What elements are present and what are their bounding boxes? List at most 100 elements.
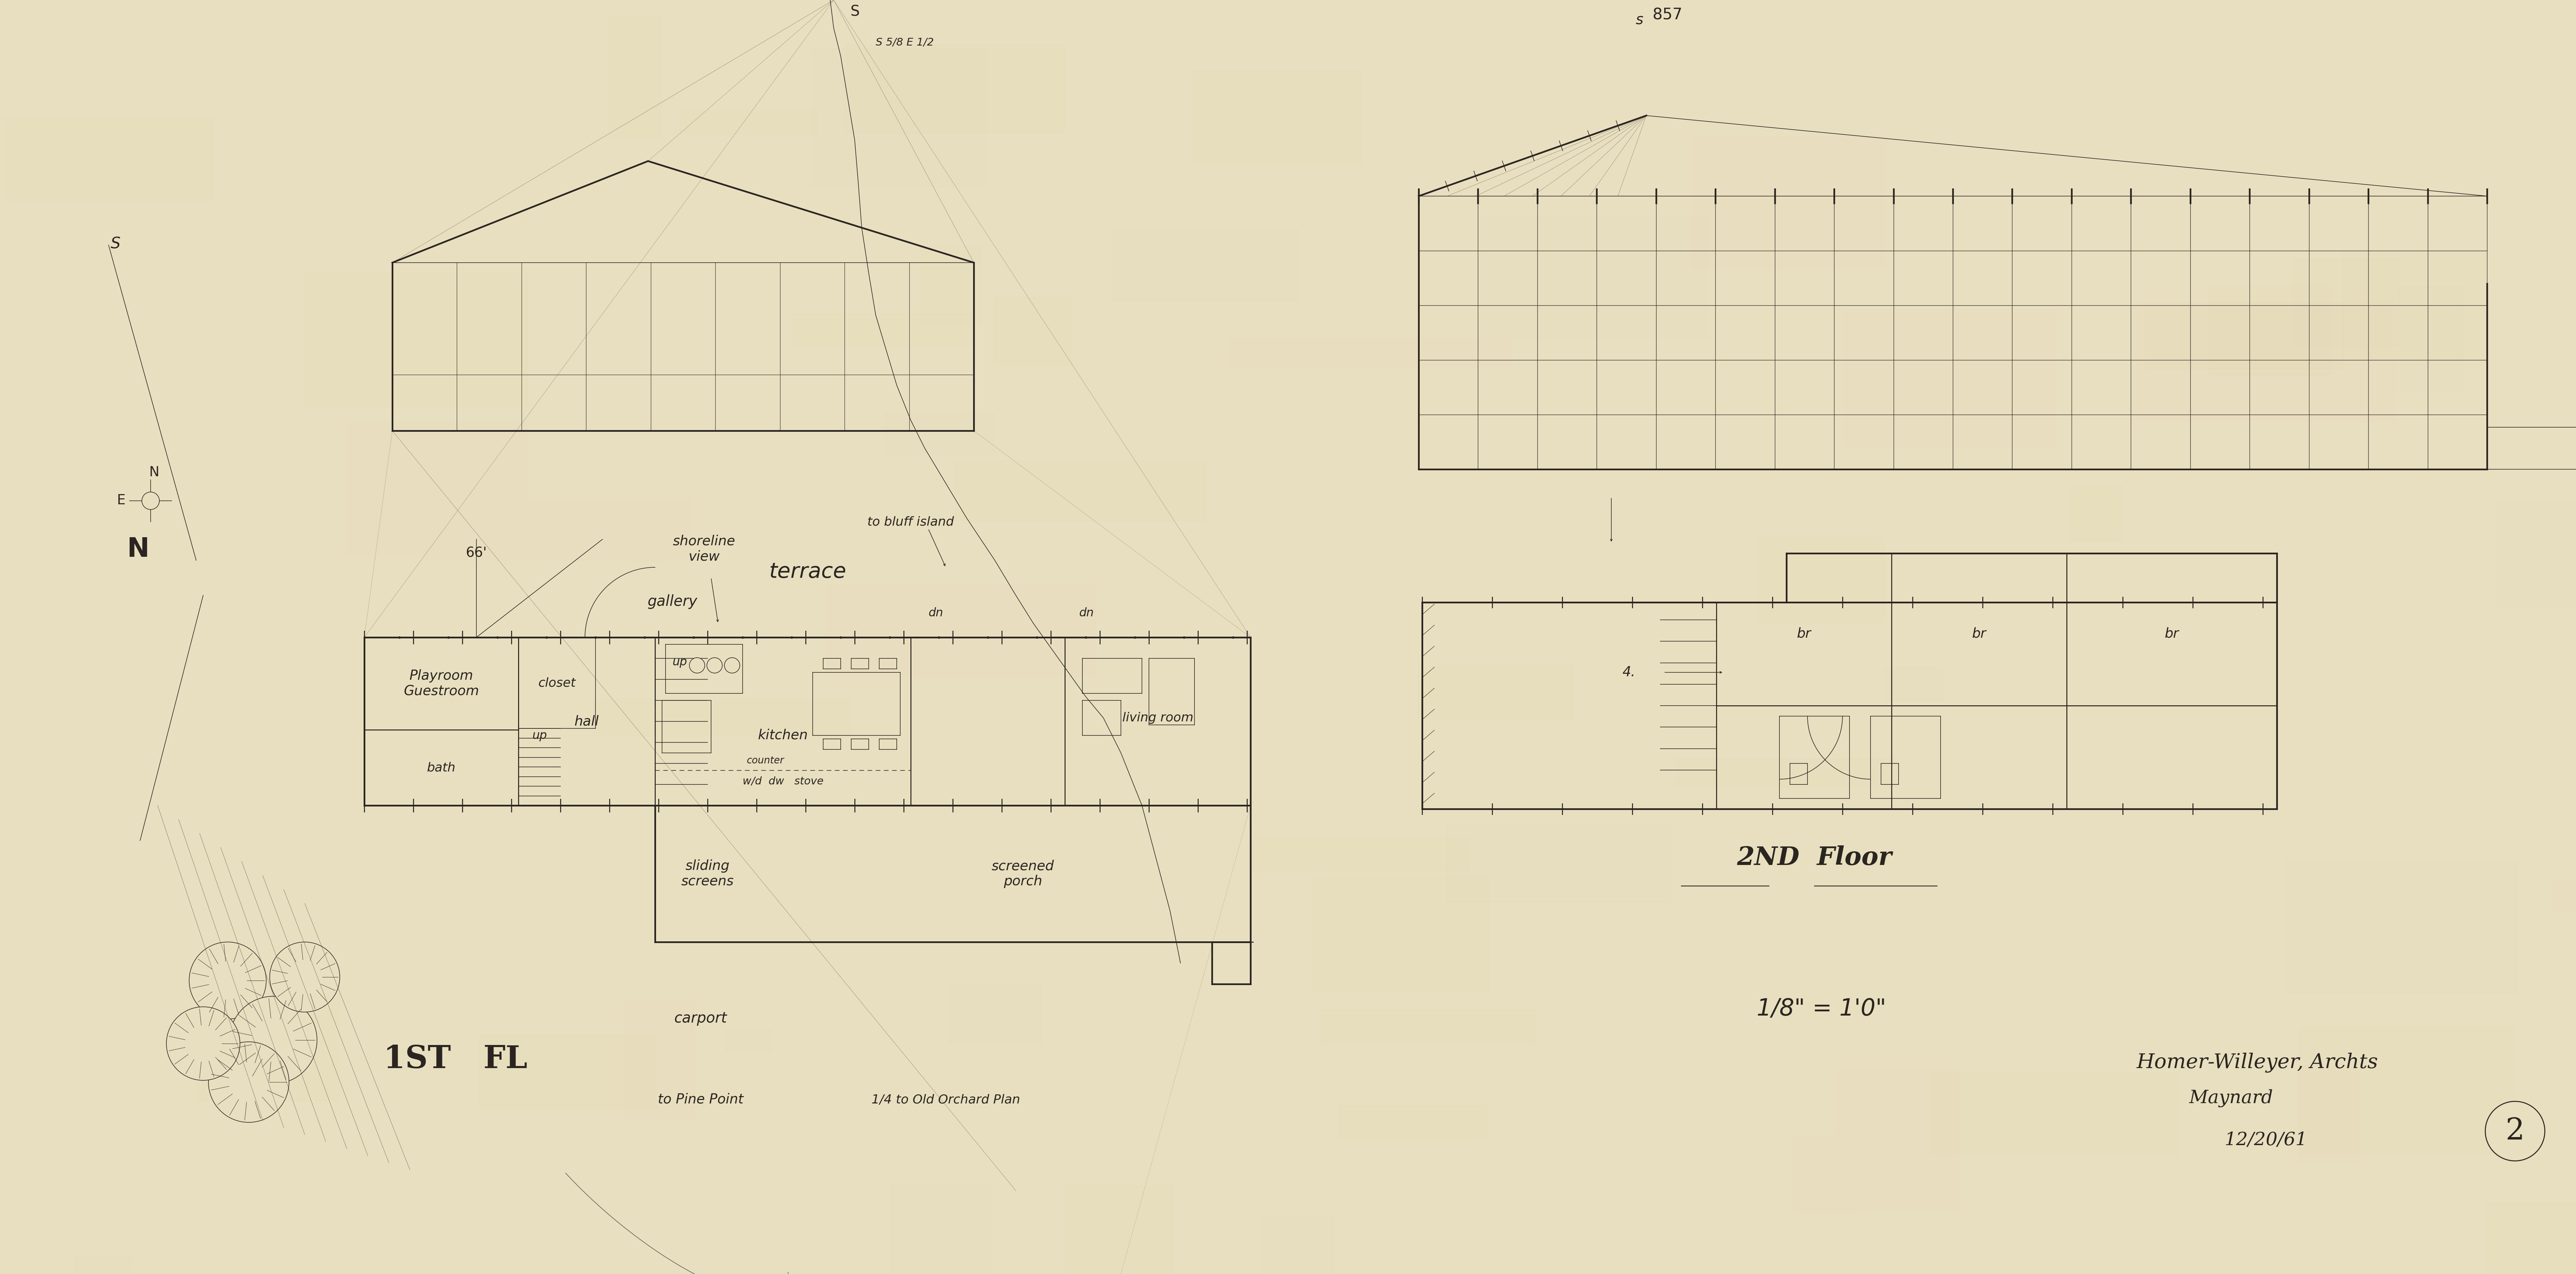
Bar	[1229, 466, 1471, 578]
Circle shape	[188, 941, 265, 1019]
Bar	[1396, 308, 1538, 436]
Text: counter: counter	[747, 755, 783, 766]
Text: up: up	[672, 656, 688, 668]
Bar	[1113, 229, 1298, 301]
Bar	[956, 460, 1206, 521]
Bar	[1705, 13, 1803, 124]
Bar	[1419, 666, 1574, 719]
Circle shape	[167, 1006, 240, 1080]
Text: 1/8" = 1'0": 1/8" = 1'0"	[1757, 998, 1886, 1020]
Text: closet: closet	[538, 676, 577, 689]
Bar	[2298, 1064, 2357, 1162]
Text: 1ST   FL: 1ST FL	[384, 1045, 528, 1075]
Bar	[1757, 538, 1883, 622]
Text: hall: hall	[574, 715, 600, 727]
Bar	[608, 15, 659, 139]
Text: terrace: terrace	[768, 562, 845, 582]
Bar	[1481, 217, 1708, 339]
Circle shape	[209, 1042, 289, 1122]
Text: Playroom
Guestroom: Playroom Guestroom	[404, 669, 479, 698]
Text: carport: carport	[675, 1012, 726, 1026]
Bar	[811, 48, 987, 187]
Bar	[920, 246, 981, 325]
Text: dn: dn	[1079, 608, 1095, 619]
Bar	[1419, 92, 1538, 141]
Bar	[773, 642, 961, 741]
Bar	[793, 313, 974, 345]
Text: to bluff island: to bluff island	[868, 516, 953, 527]
Text: dn: dn	[927, 608, 943, 619]
Bar	[1406, 573, 1613, 620]
Text: up: up	[533, 730, 546, 741]
Text: shoreline
view: shoreline view	[672, 534, 734, 563]
Bar	[2401, 287, 2463, 391]
Text: 857: 857	[1654, 8, 1682, 23]
Bar	[2496, 501, 2576, 608]
Bar	[680, 111, 817, 134]
Bar	[994, 297, 1072, 366]
Bar	[891, 1185, 992, 1274]
Bar	[1445, 824, 1672, 902]
Bar	[425, 499, 690, 561]
Bar	[592, 698, 850, 735]
Bar	[2071, 485, 2123, 540]
Bar	[2300, 668, 2344, 784]
Bar	[379, 1240, 647, 1274]
Bar	[1793, 1135, 1862, 1213]
Text: 2ND  Floor: 2ND Floor	[1736, 846, 1891, 870]
Bar	[1901, 54, 2123, 135]
Bar	[1193, 70, 1360, 164]
Bar	[886, 413, 994, 454]
Text: 12/20/61: 12/20/61	[2223, 1131, 2308, 1149]
Bar	[2300, 1027, 2514, 1154]
Text: 1/4 to Old Orchard Plan: 1/4 to Old Orchard Plan	[871, 1093, 1020, 1106]
Bar	[1929, 1074, 2179, 1156]
Bar	[948, 984, 1041, 1043]
Text: s: s	[1636, 13, 1643, 28]
Text: E: E	[116, 494, 126, 507]
Bar	[623, 1000, 693, 1120]
Bar	[1883, 668, 1942, 701]
Text: N: N	[149, 466, 160, 479]
Bar	[3, 117, 214, 201]
Bar	[2342, 252, 2486, 358]
Bar	[479, 1034, 657, 1110]
Bar	[1229, 339, 1510, 367]
Bar	[307, 274, 528, 406]
Bar	[2293, 260, 2401, 345]
Bar	[2486, 1204, 2576, 1274]
Text: gallery: gallery	[647, 594, 698, 609]
Bar	[196, 994, 340, 1101]
Bar	[1698, 88, 1819, 206]
Bar	[348, 422, 526, 555]
Bar	[1692, 138, 1886, 268]
Text: screened
porch: screened porch	[992, 860, 1054, 888]
Bar	[2285, 860, 2517, 992]
Text: Homer-Willeyer, Archts: Homer-Willeyer, Archts	[2136, 1052, 2378, 1073]
Text: to Pine Point: to Pine Point	[657, 1093, 744, 1106]
Text: kitchen: kitchen	[757, 729, 809, 741]
Bar	[2210, 285, 2329, 375]
Bar	[2231, 777, 2481, 800]
Text: sliding
screens: sliding screens	[680, 860, 734, 888]
Text: br: br	[2164, 627, 2179, 640]
Bar	[1066, 1186, 1172, 1274]
Bar	[1842, 310, 2056, 446]
Bar	[1252, 837, 1468, 871]
Text: 2: 2	[2506, 1116, 2524, 1145]
Text: bath: bath	[428, 762, 456, 773]
Bar	[1260, 1215, 1334, 1274]
Circle shape	[270, 941, 340, 1012]
Bar	[531, 1171, 770, 1204]
Circle shape	[229, 996, 317, 1084]
Bar	[930, 533, 1010, 615]
Text: 4.: 4.	[1623, 666, 1636, 679]
Bar	[1801, 1229, 1899, 1274]
Text: br: br	[1798, 627, 1811, 640]
Bar	[1314, 878, 1489, 991]
Bar	[1373, 51, 1430, 167]
Bar	[368, 107, 536, 164]
Bar	[2130, 302, 2396, 422]
Bar	[2146, 303, 2344, 368]
Bar	[827, 585, 1095, 678]
